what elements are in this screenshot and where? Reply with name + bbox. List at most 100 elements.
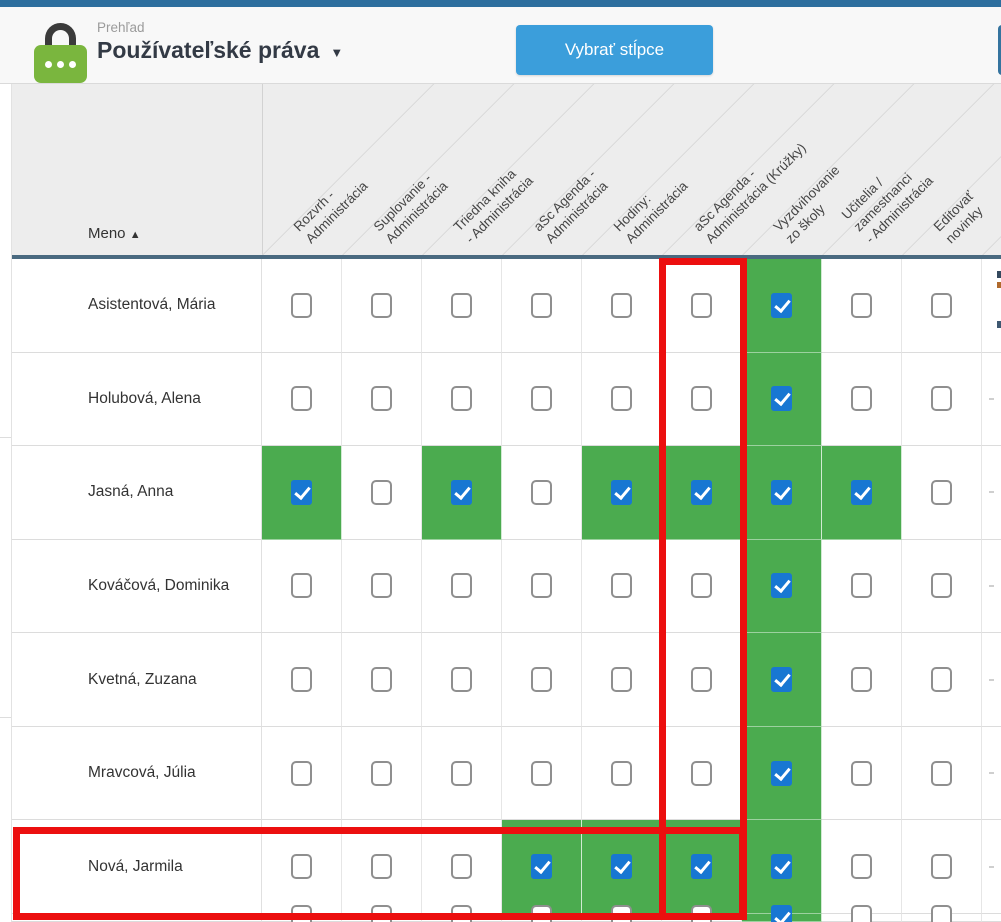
- checkbox-unchecked[interactable]: [531, 386, 552, 412]
- permission-cell: [902, 446, 982, 540]
- row-name: Jasná, Anna: [12, 446, 262, 540]
- permission-cell: [662, 633, 742, 727]
- permission-cell: [342, 352, 422, 447]
- checkbox-unchecked[interactable]: [291, 386, 312, 412]
- page-title-dropdown[interactable]: Používateľské práva ▼: [97, 37, 343, 64]
- checkbox-unchecked[interactable]: [611, 667, 632, 693]
- checkbox-unchecked[interactable]: [291, 292, 312, 318]
- checkbox-unchecked[interactable]: [291, 760, 312, 786]
- checkbox-checked[interactable]: [771, 573, 792, 599]
- permission-cell: [902, 726, 982, 821]
- checkbox-unchecked[interactable]: [371, 667, 392, 693]
- checkbox-unchecked[interactable]: [851, 667, 872, 693]
- checkbox-unchecked[interactable]: [371, 904, 392, 922]
- checkbox-checked[interactable]: [691, 854, 712, 880]
- checkbox-unchecked[interactable]: [611, 292, 632, 318]
- checkbox-unchecked[interactable]: [851, 292, 872, 318]
- checkbox-checked[interactable]: [611, 479, 632, 505]
- checkbox-checked[interactable]: [771, 667, 792, 693]
- checkbox-unchecked[interactable]: [291, 667, 312, 693]
- checkbox-checked[interactable]: [531, 854, 552, 880]
- checkbox-unchecked[interactable]: [531, 904, 552, 922]
- checkbox-unchecked[interactable]: [931, 904, 952, 922]
- column-header-9[interactable]: Editovať novinky: [930, 188, 986, 247]
- checkbox-unchecked[interactable]: [451, 904, 472, 922]
- checkbox-unchecked[interactable]: [851, 904, 872, 922]
- checkbox-checked[interactable]: [771, 854, 792, 880]
- table-row: Kováčová, Dominika: [12, 539, 1001, 634]
- checkbox-unchecked[interactable]: [691, 386, 712, 412]
- column-header-4[interactable]: aSc Agenda - Administrácia: [530, 166, 611, 247]
- checkbox-unchecked[interactable]: [371, 479, 392, 505]
- checkbox-unchecked[interactable]: [291, 854, 312, 880]
- checkbox-unchecked[interactable]: [371, 292, 392, 318]
- checkbox-unchecked[interactable]: [931, 292, 952, 318]
- permission-cell: [822, 539, 902, 634]
- checkbox-unchecked[interactable]: [931, 667, 952, 693]
- checkbox-unchecked[interactable]: [451, 854, 472, 880]
- checkbox-unchecked[interactable]: [371, 386, 392, 412]
- checkbox-checked[interactable]: [771, 479, 792, 505]
- permission-cell: [822, 633, 902, 727]
- checkbox-unchecked[interactable]: [611, 573, 632, 599]
- column-header-5[interactable]: Hodiny: Administrácia: [610, 178, 691, 247]
- column-header-2[interactable]: Suplovanie - Administrácia: [370, 170, 451, 247]
- checkbox-unchecked[interactable]: [451, 386, 472, 412]
- checkbox-checked[interactable]: [611, 854, 632, 880]
- checkbox-unchecked[interactable]: [931, 854, 952, 880]
- name-column-sort-header[interactable]: Meno ▲: [88, 225, 141, 242]
- checkbox-checked[interactable]: [691, 479, 712, 505]
- checkbox-unchecked[interactable]: [931, 386, 952, 412]
- gutter-divider: [0, 717, 11, 718]
- checkbox-unchecked[interactable]: [291, 573, 312, 599]
- checkbox-unchecked[interactable]: [451, 760, 472, 786]
- checkbox-unchecked[interactable]: [851, 573, 872, 599]
- permission-cell: [582, 904, 662, 922]
- checkbox-unchecked[interactable]: [371, 854, 392, 880]
- select-columns-button[interactable]: Vybrať stĺpce: [516, 25, 713, 75]
- table-row: Jasná, Anna: [12, 446, 1001, 540]
- permission-cell: [822, 259, 902, 353]
- permission-cell: [422, 726, 502, 821]
- checkbox-unchecked[interactable]: [531, 479, 552, 505]
- checkbox-unchecked[interactable]: [691, 760, 712, 786]
- checkbox-checked[interactable]: [851, 479, 872, 505]
- checkbox-unchecked[interactable]: [931, 760, 952, 786]
- permission-cell: [582, 726, 662, 821]
- clipped-content-fragment: [997, 321, 1001, 328]
- clipped-content-dash: [989, 397, 994, 400]
- checkbox-unchecked[interactable]: [691, 904, 712, 922]
- checkbox-unchecked[interactable]: [931, 479, 952, 505]
- checkbox-unchecked[interactable]: [531, 760, 552, 786]
- permission-cell: [422, 633, 502, 727]
- checkbox-unchecked[interactable]: [371, 573, 392, 599]
- checkbox-unchecked[interactable]: [531, 292, 552, 318]
- checkbox-unchecked[interactable]: [851, 760, 872, 786]
- permission-cell: [742, 446, 822, 540]
- checkbox-unchecked[interactable]: [531, 667, 552, 693]
- column-header-1[interactable]: Rozvrh - Administrácia: [290, 178, 371, 247]
- checkbox-checked[interactable]: [291, 479, 312, 505]
- checkbox-checked[interactable]: [771, 904, 792, 922]
- checkbox-unchecked[interactable]: [371, 760, 392, 786]
- checkbox-unchecked[interactable]: [851, 386, 872, 412]
- checkbox-unchecked[interactable]: [531, 573, 552, 599]
- checkbox-checked[interactable]: [771, 760, 792, 786]
- checkbox-unchecked[interactable]: [691, 292, 712, 318]
- checkbox-unchecked[interactable]: [931, 573, 952, 599]
- permission-cell: [502, 539, 582, 634]
- checkbox-unchecked[interactable]: [611, 760, 632, 786]
- checkbox-unchecked[interactable]: [451, 573, 472, 599]
- checkbox-unchecked[interactable]: [611, 386, 632, 412]
- checkbox-unchecked[interactable]: [291, 904, 312, 922]
- checkbox-checked[interactable]: [771, 386, 792, 412]
- checkbox-unchecked[interactable]: [851, 854, 872, 880]
- checkbox-checked[interactable]: [451, 479, 472, 505]
- checkbox-checked[interactable]: [771, 292, 792, 318]
- checkbox-unchecked[interactable]: [451, 667, 472, 693]
- checkbox-unchecked[interactable]: [611, 904, 632, 922]
- permission-cell: [422, 446, 502, 540]
- checkbox-unchecked[interactable]: [691, 573, 712, 599]
- checkbox-unchecked[interactable]: [691, 667, 712, 693]
- checkbox-unchecked[interactable]: [451, 292, 472, 318]
